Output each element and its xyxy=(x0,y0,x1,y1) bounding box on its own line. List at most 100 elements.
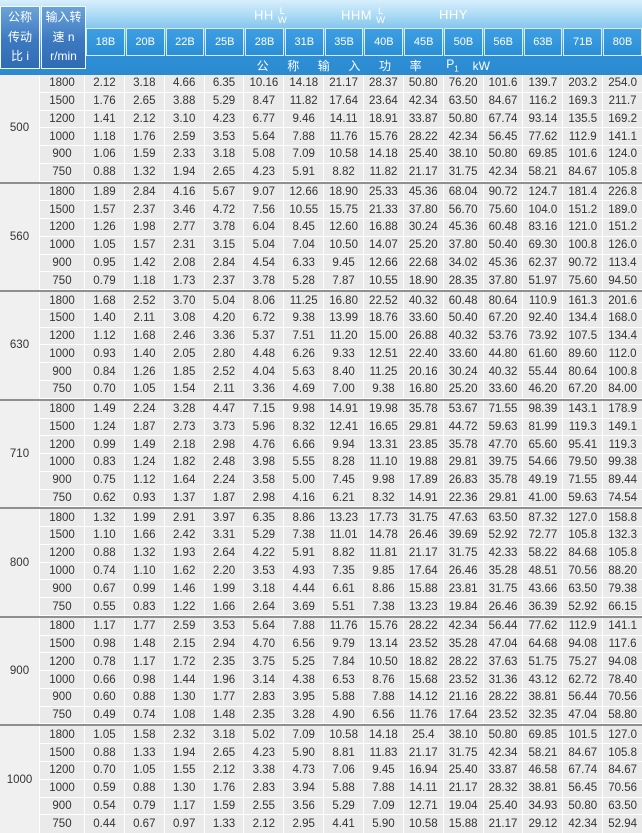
table-row: 1800 1.32 1.99 2.91 3.97 6.35 8.86 13.23 17.73 31… xyxy=(40,509,642,528)
table-row: 1500 1.57 2.37 3.46 4.72 7.56 10.55 15.75 21.33 3… xyxy=(40,201,642,220)
power-value-cell: 3.36 xyxy=(204,327,245,346)
power-value-cell: 39.69 xyxy=(443,527,484,545)
power-value-cell: 4.44 xyxy=(284,580,325,599)
power-value-cell: 1.30 xyxy=(164,688,205,707)
speed-cell: 1800 xyxy=(40,292,85,310)
power-value-cell: 8.06 xyxy=(244,292,285,310)
power-value-cell: 1.55 xyxy=(164,762,205,780)
power-value-cell: 0.49 xyxy=(85,706,125,725)
power-value-cell: 3.88 xyxy=(164,92,205,111)
power-value-cell: 5.02 xyxy=(244,726,285,745)
column-header-45B: 45B xyxy=(404,28,444,56)
table-body: 500 1800 2.12 3.18 4.66 6.35 10.16 14.18 21.17 28… xyxy=(0,75,642,833)
power-value-cell: 3.98 xyxy=(244,454,285,472)
power-value-cell: 11.82 xyxy=(284,92,325,111)
power-value-cell: 14.07 xyxy=(364,236,404,255)
power-value-cell: 7.88 xyxy=(284,617,325,636)
power-value-cell: 12.41 xyxy=(324,418,365,437)
power-value-cell: 25.40 xyxy=(403,146,444,164)
power-value-cell: 1.05 xyxy=(124,762,165,780)
group-rows: 1800 1.17 1.77 2.59 3.53 5.64 7.88 11.76 15.76 28… xyxy=(40,617,642,725)
ratio-group-710: 710 1800 1.49 2.24 3.28 4.47 7.15 9.98 14.91 19.9… xyxy=(0,398,642,508)
power-value-cell: 7.09 xyxy=(364,797,404,816)
power-value-cell: 3.97 xyxy=(204,509,245,528)
power-value-cell: 12.66 xyxy=(364,254,404,273)
power-value-cell: 9.38 xyxy=(284,309,325,328)
power-value-cell: 26.46 xyxy=(443,562,484,581)
power-value-cell: 5.91 xyxy=(284,163,325,182)
table-row: 900 0.54 0.79 1.17 1.59 2.55 3.56 5.29 7.09 12.71… xyxy=(40,797,642,816)
power-value-cell: 1.94 xyxy=(164,744,205,762)
power-value-cell: 1.42 xyxy=(124,254,165,273)
power-value-cell: 35.28 xyxy=(483,562,524,581)
power-value-cell: 1.44 xyxy=(164,671,205,689)
power-value-cell: 34.02 xyxy=(443,254,484,273)
speed-cell: 900 xyxy=(40,688,85,707)
left-header-group: 公称 传动比 i 输入转速 n r/min xyxy=(0,0,86,75)
power-value-cell: 7.00 xyxy=(324,380,365,399)
power-value-cell: 3.73 xyxy=(204,418,245,437)
table-row: 1000 0.93 1.40 2.05 2.80 4.48 6.26 9.33 12.51 22.… xyxy=(40,345,642,364)
power-value-cell: 10.16 xyxy=(244,75,285,93)
power-value-cell: 0.88 xyxy=(85,544,125,563)
table-row: 1800 1.49 2.24 3.28 4.47 7.15 9.98 14.91 19.98 35… xyxy=(40,400,642,419)
power-value-cell: 1.87 xyxy=(124,418,165,437)
power-title-row: 公称输入功率 P1 kW xyxy=(86,56,642,75)
power-value-cell: 1.33 xyxy=(124,744,165,762)
power-value-cell: 46.20 xyxy=(523,380,564,399)
power-value-cell: 11.25 xyxy=(284,292,325,310)
speed-cell: 1200 xyxy=(40,219,85,237)
power-value-cell: 2.59 xyxy=(164,617,205,636)
power-value-cell: 67.20 xyxy=(563,380,604,399)
power-value-cell: 169.2 xyxy=(603,110,642,129)
speed-cell: 750 xyxy=(40,489,85,508)
power-value-cell: 71.55 xyxy=(483,400,524,419)
power-value-cell: 80.64 xyxy=(563,363,604,381)
power-value-cell: 21.16 xyxy=(443,688,484,707)
power-value-cell: 121.0 xyxy=(563,219,604,237)
speed-cell: 1500 xyxy=(40,635,85,654)
power-value-cell: 77.62 xyxy=(523,128,564,147)
power-value-cell: 47.04 xyxy=(483,635,524,654)
power-value-cell: 0.44 xyxy=(85,815,125,833)
power-value-cell: 74.54 xyxy=(603,489,642,508)
power-value-cell: 15.75 xyxy=(324,201,365,220)
series-label-hhm: HHM xyxy=(341,7,373,23)
power-value-cell: 0.83 xyxy=(85,454,125,472)
power-value-cell: 4.48 xyxy=(244,345,285,364)
power-value-cell: 35.78 xyxy=(483,471,524,490)
column-header-28B: 28B xyxy=(245,28,284,56)
table-row: 1800 2.12 3.18 4.66 6.35 10.16 14.18 21.17 28.37… xyxy=(40,75,642,93)
power-value-cell: 0.97 xyxy=(164,815,205,833)
power-value-cell: 3.78 xyxy=(204,219,245,237)
power-value-cell: 8.28 xyxy=(324,454,365,472)
power-value-cell: 12.71 xyxy=(403,797,444,816)
power-value-cell: 141.1 xyxy=(603,128,642,147)
power-value-cell: 10.55 xyxy=(284,201,325,220)
power-value-cell: 70.56 xyxy=(603,688,642,707)
power-value-cell: 3.14 xyxy=(244,671,285,689)
power-value-cell: 50.80 xyxy=(563,797,604,816)
power-value-cell: 203.2 xyxy=(563,75,604,93)
power-value-cell: 161.3 xyxy=(563,292,604,310)
speed-cell: 900 xyxy=(40,797,85,816)
speed-cell: 750 xyxy=(40,272,85,291)
power-value-cell: 1.49 xyxy=(85,400,125,419)
power-value-cell: 0.88 xyxy=(124,688,165,707)
power-value-cell: 7.38 xyxy=(364,598,404,616)
power-value-cell: 90.72 xyxy=(483,183,524,202)
power-value-cell: 43.12 xyxy=(523,671,564,689)
power-value-cell: 60.48 xyxy=(483,219,524,237)
power-value-cell: 94.08 xyxy=(563,635,604,654)
power-value-cell: 5.08 xyxy=(244,146,285,164)
power-value-cell: 61.60 xyxy=(523,345,564,364)
power-value-cell: 5.25 xyxy=(284,653,325,672)
power-value-cell: 2.73 xyxy=(164,418,205,437)
power-value-cell: 1.12 xyxy=(124,471,165,490)
power-value-cell: 0.70 xyxy=(85,762,125,780)
power-value-cell: 88.20 xyxy=(603,562,642,581)
power-value-cell: 4.38 xyxy=(284,671,325,689)
table-row: 1800 1.17 1.77 2.59 3.53 5.64 7.88 11.76 15.76 28… xyxy=(40,617,642,636)
power-value-cell: 2.15 xyxy=(164,635,205,654)
power-value-cell: 14.11 xyxy=(403,779,444,798)
